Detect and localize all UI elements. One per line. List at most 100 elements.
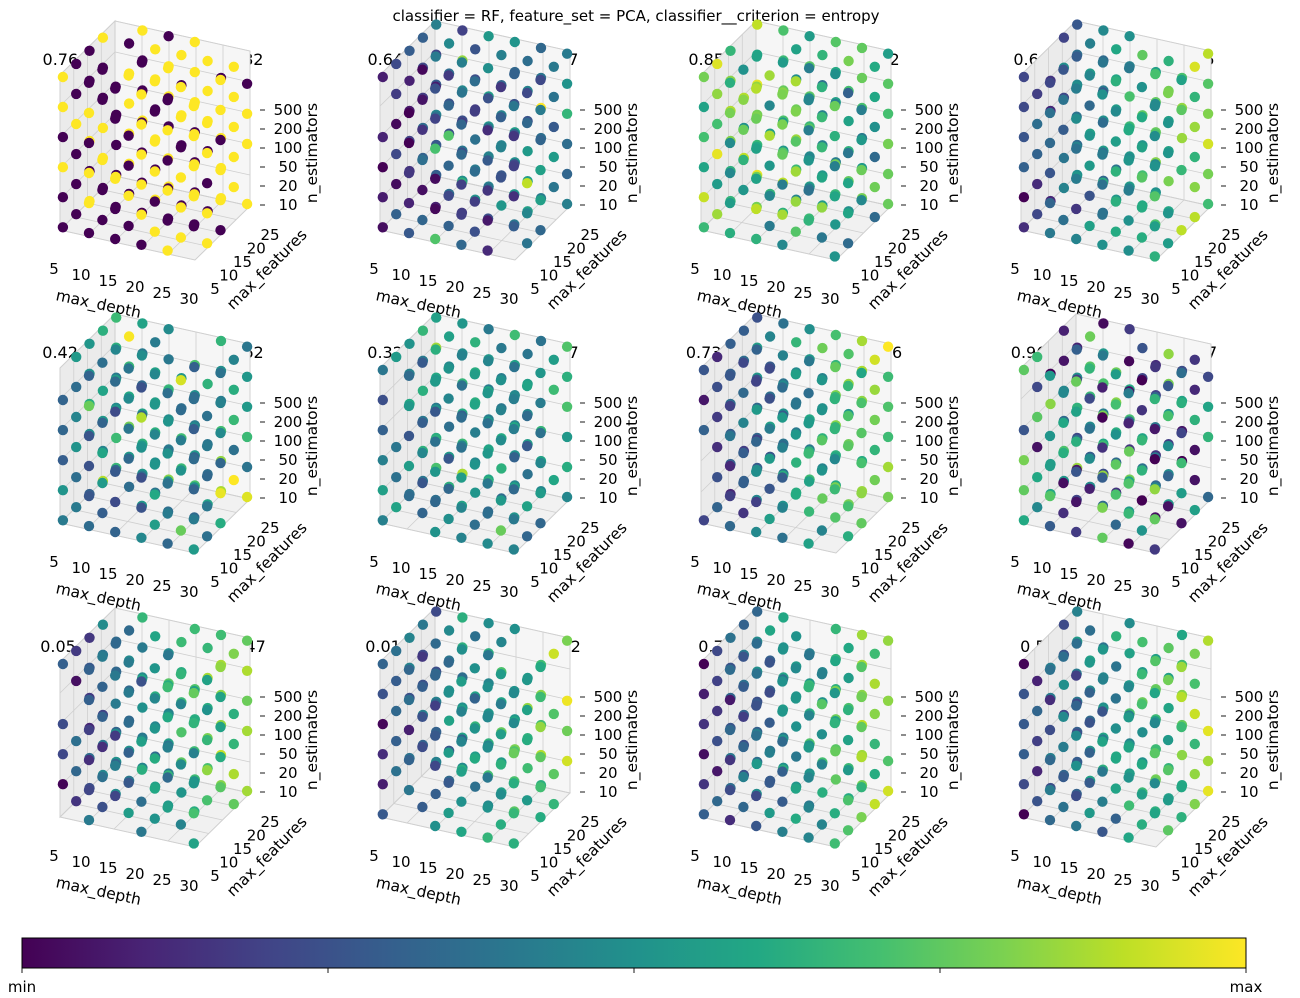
scatter-point [521, 178, 533, 189]
x-tick-label: 15 [98, 272, 117, 290]
scatter-point [456, 826, 467, 837]
x-tick-label: 15 [98, 859, 117, 877]
subplot-11: 0.73 < Accuracy < 0.8351015202530max_dep… [690, 606, 963, 910]
scatter-point [83, 724, 95, 736]
y-tick-label: 5 [851, 280, 861, 298]
scatter-point [791, 721, 802, 732]
scatter-point [1071, 51, 1082, 62]
scatter-point [404, 75, 415, 87]
scatter-point [829, 251, 840, 262]
scatter-point [1202, 785, 1214, 797]
x-tick-label: 10 [1032, 853, 1051, 871]
scatter-point [482, 215, 493, 226]
x-tick-label: 10 [391, 266, 410, 284]
scatter-point [882, 635, 894, 646]
z-tick-label: 500 [594, 394, 623, 412]
scatter-point [882, 695, 894, 706]
colorbar-gradient [21, 937, 1247, 969]
scatter-point [391, 441, 402, 453]
scatter-point [698, 192, 710, 203]
scatter-point [1097, 89, 1108, 100]
scatter-point [403, 724, 415, 736]
scatter-point [97, 64, 108, 75]
scatter-point [764, 70, 775, 81]
scatter-point [391, 88, 402, 100]
scatter-point [1163, 642, 1174, 654]
scatter-point [803, 155, 814, 166]
scatter-point [1084, 100, 1095, 111]
scatter-point [803, 388, 814, 399]
scatter-point [1176, 812, 1187, 823]
scatter-point [403, 137, 415, 149]
scatter-point [869, 738, 880, 750]
scatter-point [777, 644, 789, 655]
scatter-point [483, 618, 494, 629]
scatter-point [456, 239, 467, 250]
scatter-point [738, 94, 749, 106]
scatter-point [1044, 694, 1056, 706]
scatter-point [417, 184, 428, 196]
scatter-point [417, 681, 428, 692]
x-tick-label: 25 [472, 284, 491, 302]
scatter-point [443, 715, 455, 726]
scatter-point [123, 717, 134, 728]
scatter-point [188, 514, 199, 525]
scatter-point [456, 350, 468, 361]
scatter-point [456, 119, 467, 130]
scatter-point [201, 208, 213, 219]
scatter-point [1202, 725, 1214, 737]
subplot-1: 0.76 < SLSN Compl. < 0.8251015202530max_… [43, 19, 322, 323]
scatter-point [1123, 155, 1134, 166]
scatter-point [1018, 192, 1030, 203]
scatter-point [561, 401, 573, 412]
scatter-point [1149, 748, 1161, 759]
scatter-point [829, 454, 840, 465]
scatter-point [803, 418, 814, 429]
scatter-point [548, 708, 559, 720]
scatter-point [1110, 753, 1122, 764]
x-tick-label: 20 [766, 278, 785, 296]
scatter-point [430, 700, 441, 711]
scatter-point [1110, 519, 1122, 530]
scatter-point [391, 645, 402, 657]
scatter-point [1032, 735, 1043, 747]
scatter-point [83, 400, 95, 412]
scatter-point [495, 142, 507, 153]
scatter-point [1136, 759, 1148, 770]
scatter-point [869, 798, 880, 810]
scatter-point [508, 191, 519, 202]
scatter-point [430, 820, 441, 832]
subplot-8: 0.96 < SNIa Purity < 0.9751015202530max_… [1010, 312, 1283, 616]
scatter-point [431, 312, 442, 323]
scatter-point [149, 136, 160, 147]
scatter-point [1058, 447, 1069, 459]
z-tick-label: 200 [274, 120, 303, 138]
scatter-point [1071, 143, 1082, 154]
scatter-point [1202, 755, 1214, 767]
y-tick-label: 10 [860, 854, 879, 872]
scatter-point [842, 410, 854, 422]
scatter-point [228, 738, 239, 750]
scatter-point [1176, 661, 1187, 673]
z-tick-label: 20 [598, 470, 617, 488]
scatter-point [430, 730, 441, 741]
scatter-point [521, 795, 533, 806]
scatter-point [57, 718, 69, 730]
scatter-point [241, 371, 253, 382]
x-tick-label: 15 [739, 272, 758, 290]
scatter-point [175, 81, 187, 93]
scatter-point [1176, 518, 1187, 529]
y-tick-label: 5 [530, 573, 540, 591]
scatter-point [803, 62, 815, 74]
scatter-point [816, 375, 828, 386]
scatter-point [521, 380, 533, 392]
scatter-point [1071, 436, 1082, 447]
scatter-point [482, 418, 493, 429]
z-tick-label: 20 [1239, 764, 1258, 782]
scatter-point [790, 136, 801, 147]
scatter-point [83, 814, 95, 826]
z-tick-label: 200 [915, 413, 944, 431]
z-axis-label: n_estimators [623, 690, 642, 790]
x-tick-label: 30 [179, 583, 198, 601]
scatter-point [470, 781, 481, 792]
